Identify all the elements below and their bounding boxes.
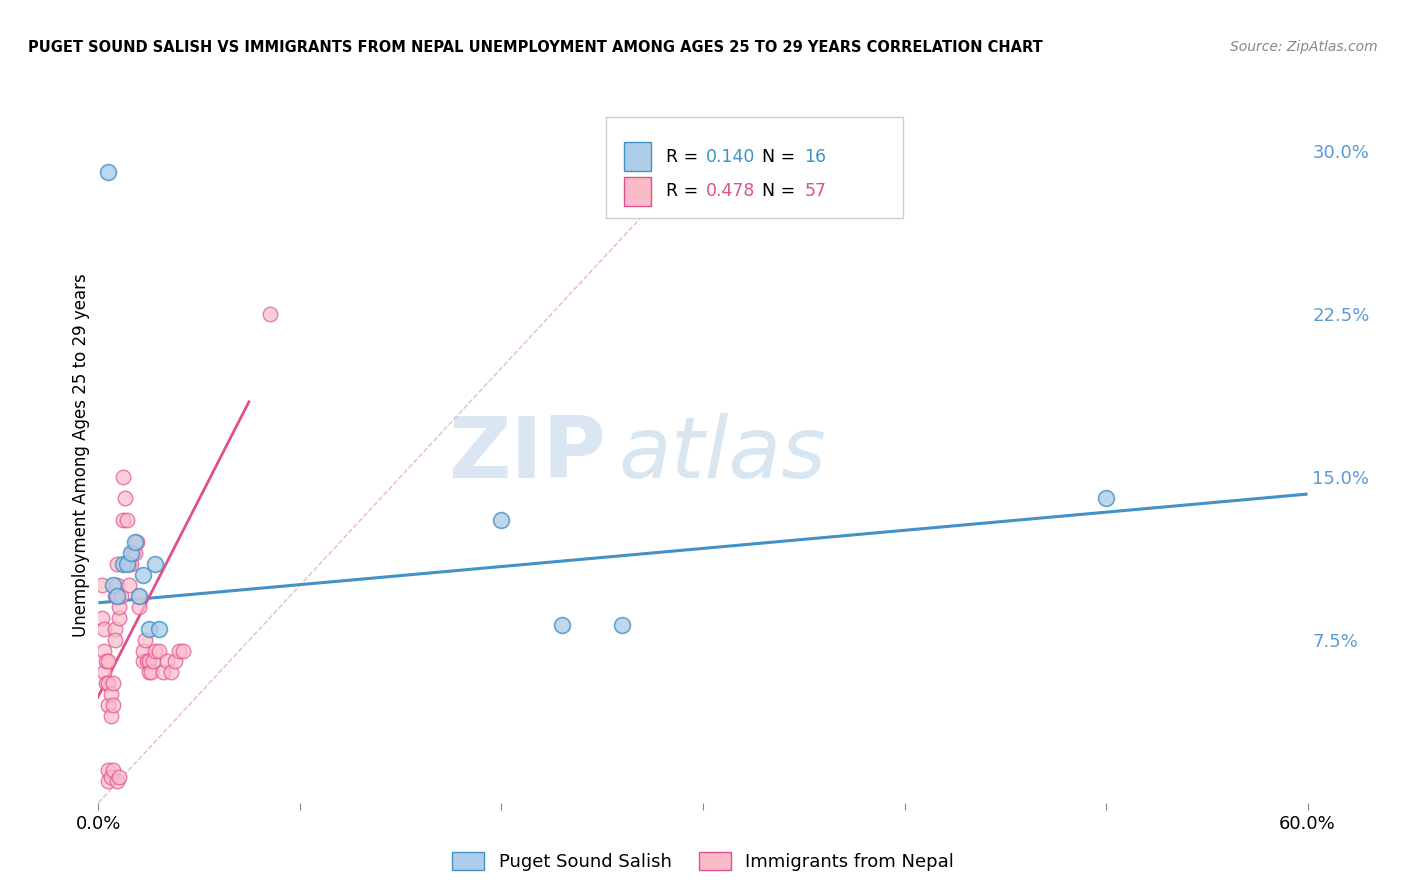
Point	[138, 665, 160, 680]
Point	[152, 665, 174, 680]
Point	[101, 763, 124, 777]
Point	[103, 622, 125, 636]
Point	[120, 557, 142, 571]
Point	[551, 617, 574, 632]
Point	[139, 665, 162, 680]
Point	[107, 611, 129, 625]
Point	[120, 546, 142, 560]
Text: atlas: atlas	[619, 413, 827, 497]
FancyBboxPatch shape	[606, 118, 903, 219]
Point	[107, 600, 129, 615]
Point	[105, 557, 128, 571]
Point	[96, 676, 118, 690]
Point	[142, 655, 165, 669]
Point	[91, 578, 114, 592]
Point	[103, 632, 125, 647]
Point	[124, 534, 146, 549]
Point	[163, 655, 186, 669]
Point	[100, 687, 122, 701]
Point	[138, 622, 160, 636]
Point	[107, 770, 129, 784]
Text: 57: 57	[804, 182, 827, 201]
Text: R =: R =	[665, 148, 703, 166]
Text: Source: ZipAtlas.com: Source: ZipAtlas.com	[1230, 40, 1378, 54]
Point	[93, 622, 115, 636]
Point	[118, 578, 141, 592]
Point	[111, 557, 134, 571]
Point	[128, 600, 150, 615]
Point	[97, 165, 120, 179]
Point	[134, 632, 156, 647]
Point	[128, 589, 150, 603]
Point	[103, 589, 125, 603]
Text: N =: N =	[762, 148, 801, 166]
Point	[91, 611, 114, 625]
Text: 0.478: 0.478	[706, 182, 755, 201]
Bar	[624, 177, 651, 206]
Point	[132, 655, 155, 669]
Point	[96, 655, 118, 669]
Point	[111, 469, 134, 483]
Text: 16: 16	[804, 148, 827, 166]
Y-axis label: Unemployment Among Ages 25 to 29 years: Unemployment Among Ages 25 to 29 years	[72, 273, 90, 637]
Point	[172, 643, 194, 657]
Point	[105, 589, 128, 603]
Point	[101, 578, 124, 592]
Point	[101, 676, 124, 690]
Point	[97, 676, 120, 690]
Point	[143, 557, 166, 571]
Point	[118, 557, 141, 571]
Point	[148, 643, 170, 657]
Text: ZIP: ZIP	[449, 413, 606, 497]
Point	[114, 491, 136, 506]
Text: N =: N =	[762, 182, 801, 201]
Point	[115, 557, 138, 571]
Point	[259, 307, 281, 321]
Point	[132, 643, 155, 657]
Point	[97, 698, 120, 712]
Text: PUGET SOUND SALISH VS IMMIGRANTS FROM NEPAL UNEMPLOYMENT AMONG AGES 25 TO 29 YEA: PUGET SOUND SALISH VS IMMIGRANTS FROM NE…	[28, 40, 1043, 55]
Point	[101, 698, 124, 712]
Point	[100, 708, 122, 723]
Bar	[624, 142, 651, 171]
Point	[100, 770, 122, 784]
Point	[105, 774, 128, 789]
Point	[93, 643, 115, 657]
Point	[110, 589, 132, 603]
Point	[121, 546, 143, 560]
Point	[143, 643, 166, 657]
Point	[97, 655, 120, 669]
Point	[97, 763, 120, 777]
Point	[132, 567, 155, 582]
Point	[491, 513, 513, 527]
Point	[1095, 491, 1118, 506]
Point	[135, 655, 157, 669]
Point	[105, 578, 128, 592]
Point	[125, 534, 148, 549]
Legend: Puget Sound Salish, Immigrants from Nepal: Puget Sound Salish, Immigrants from Nepa…	[444, 846, 962, 879]
Point	[160, 665, 183, 680]
Text: R =: R =	[665, 182, 703, 201]
Point	[93, 665, 115, 680]
Point	[138, 655, 160, 669]
Point	[167, 643, 190, 657]
Point	[97, 774, 120, 789]
Point	[115, 513, 138, 527]
Point	[128, 589, 150, 603]
Point	[111, 513, 134, 527]
Point	[124, 546, 146, 560]
Point	[148, 622, 170, 636]
Point	[156, 655, 179, 669]
Text: 0.140: 0.140	[706, 148, 755, 166]
Point	[612, 617, 634, 632]
